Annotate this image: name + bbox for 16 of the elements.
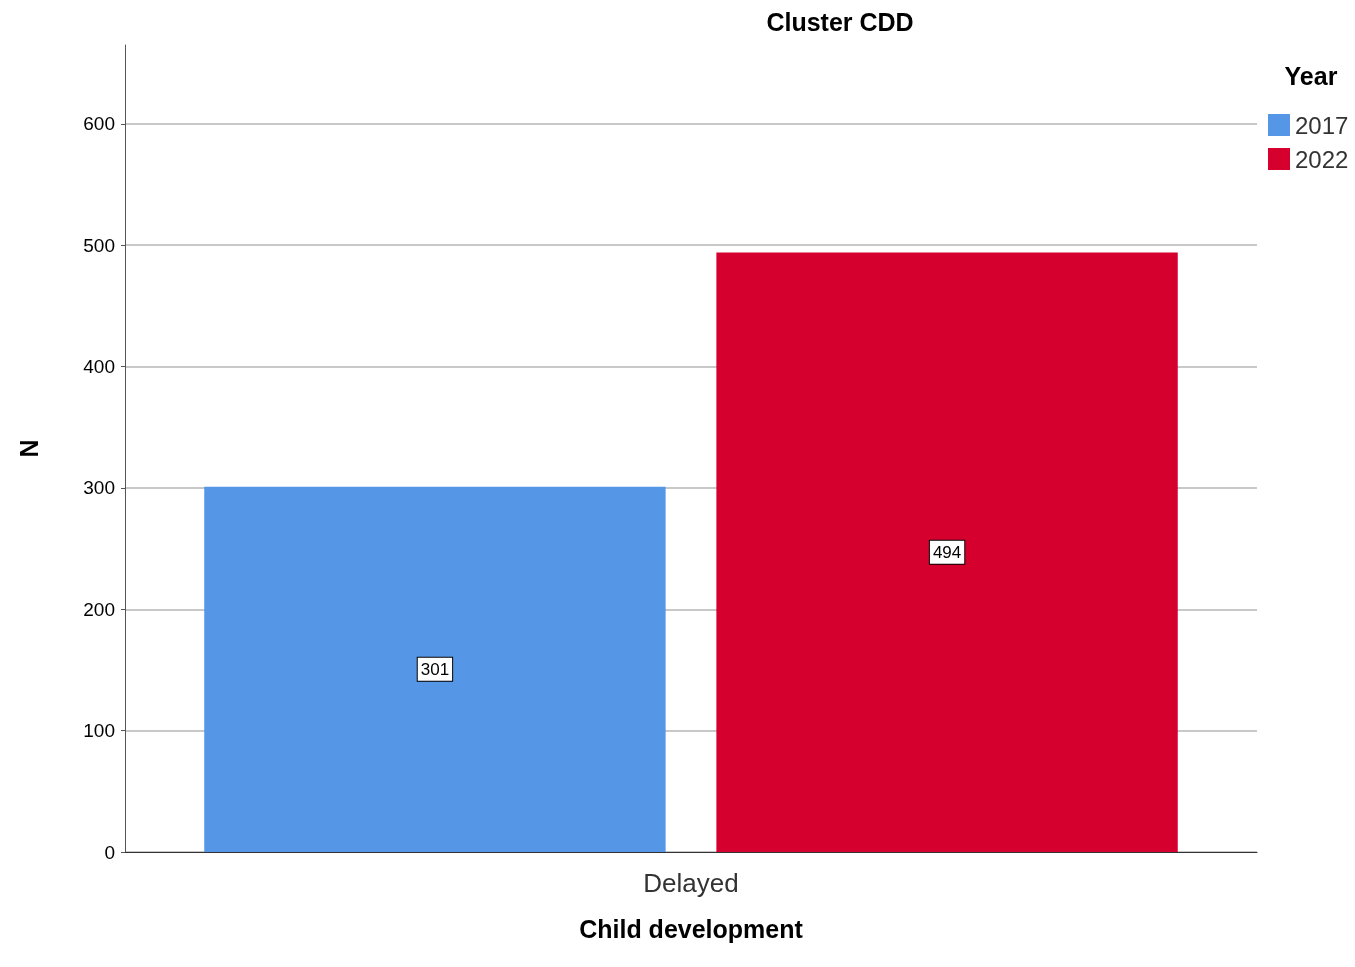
y-tick-label: 500 [83,234,115,256]
y-tick-label: 0 [104,841,115,863]
chart-title: Cluster CDD [766,7,914,36]
y-tick-label: 200 [83,598,115,620]
legend-label: 2022 [1295,145,1349,173]
y-tick-label: 300 [83,477,115,499]
y-tick-label: 600 [83,113,115,135]
data-label: 301 [420,659,450,679]
x-axis-title: Child development [579,914,804,943]
data-label: 494 [932,542,962,562]
y-tick-label: 100 [83,720,115,742]
x-tick-label: Delayed [643,868,739,898]
y-tick-label: 400 [83,356,115,378]
y-axis-title: N [14,439,43,458]
legend-title: Year [1284,61,1338,90]
legend-label: 2017 [1295,111,1349,139]
